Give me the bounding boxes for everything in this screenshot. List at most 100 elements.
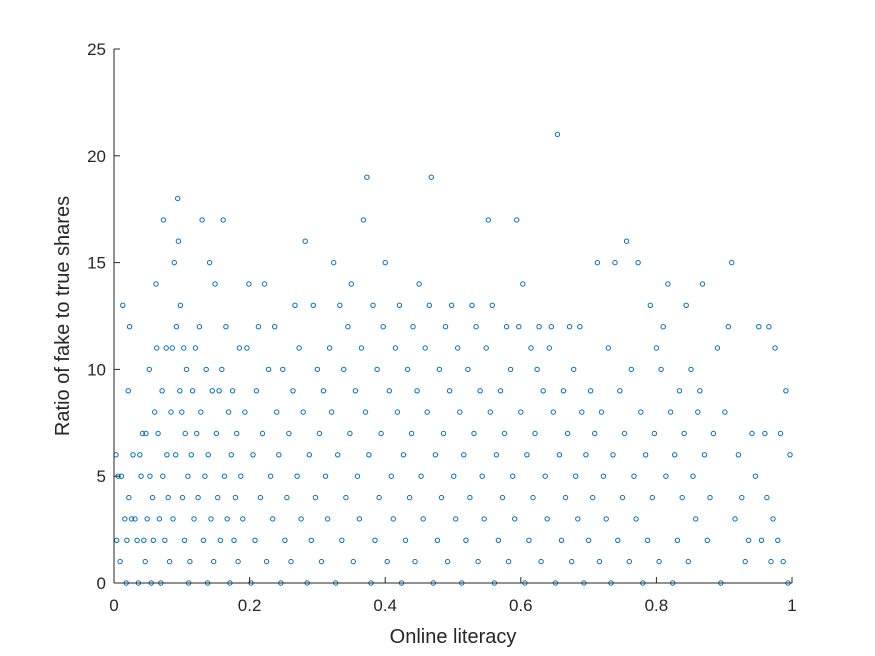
data-point [592, 430, 598, 437]
data-point [192, 345, 199, 351]
data-point [402, 537, 409, 543]
data-point [341, 366, 347, 373]
data-point [420, 516, 426, 522]
data-point [356, 516, 363, 522]
y-tick-label: 15 [87, 254, 106, 273]
data-point [672, 452, 678, 458]
y-axis-label: Ratio of fake to true shares [52, 196, 74, 436]
data-point [534, 366, 540, 373]
data-point [512, 516, 518, 522]
y-tick-label: 0 [97, 574, 106, 593]
data-point [590, 494, 596, 501]
data-point [182, 430, 188, 437]
data-point [714, 345, 721, 351]
data-point [505, 558, 512, 565]
data-point [143, 430, 149, 437]
data-point [479, 473, 485, 479]
data-point [337, 302, 343, 308]
data-point [663, 473, 669, 479]
data-point [457, 409, 463, 415]
data-point [177, 302, 184, 308]
data-point [194, 430, 200, 437]
data-point [183, 366, 190, 373]
data-point [343, 494, 349, 501]
data-point [548, 324, 554, 330]
data-point [707, 494, 713, 501]
data-point [259, 430, 266, 437]
data-point [617, 388, 623, 394]
data-point [206, 259, 213, 266]
data-point [348, 281, 354, 287]
data-point [621, 430, 628, 437]
data-point [120, 302, 126, 308]
data-point [250, 452, 256, 458]
data-point [392, 345, 399, 351]
data-point [653, 345, 660, 351]
data-point [626, 558, 632, 565]
data-point [499, 494, 506, 501]
data-point [424, 409, 430, 415]
data-point [693, 516, 699, 522]
data-point [745, 537, 752, 543]
data-point [481, 516, 487, 522]
data-point [292, 302, 298, 308]
data-point [147, 473, 153, 479]
data-point [440, 430, 447, 437]
data-point [497, 388, 504, 394]
data-point [181, 345, 187, 351]
data-point [141, 537, 147, 543]
x-tick-label: 0.2 [238, 596, 262, 615]
data-point [575, 516, 581, 522]
data-point [656, 558, 662, 565]
data-point [600, 473, 607, 479]
data-point [244, 345, 250, 351]
data-point [300, 409, 306, 415]
x-tick-label: 1 [787, 596, 796, 615]
data-point [649, 494, 655, 501]
data-point [246, 281, 252, 287]
data-point [477, 388, 483, 394]
data-point [181, 537, 188, 543]
data-point [495, 537, 502, 543]
data-point [766, 324, 772, 330]
data-point [328, 409, 335, 415]
data-point [775, 537, 781, 543]
data-point [404, 366, 411, 373]
data-point [314, 366, 321, 373]
data-point [170, 516, 176, 522]
data-point [768, 558, 774, 565]
data-point [162, 537, 168, 543]
data-point [362, 409, 369, 415]
data-point [128, 516, 135, 522]
data-point [267, 473, 274, 479]
data-point [290, 388, 296, 394]
data-point [205, 452, 211, 458]
x-tick-label: 0 [109, 596, 118, 615]
data-point [202, 473, 208, 479]
data-point [386, 388, 392, 394]
data-point [638, 409, 644, 415]
data-point [406, 494, 413, 501]
data-point [725, 324, 731, 330]
data-point [265, 366, 272, 373]
data-point [412, 558, 418, 565]
x-axis-ticks: 0 0.2 0.4 0.6 0.8 1 [109, 577, 797, 615]
data-point [282, 537, 288, 543]
data-point [400, 452, 407, 458]
data-point [434, 537, 441, 543]
data-point [211, 558, 217, 565]
data-point [471, 430, 477, 437]
data-point [126, 494, 132, 501]
data-point [722, 409, 728, 415]
data-point [225, 409, 232, 415]
data-point [191, 516, 197, 522]
data-point [514, 217, 520, 223]
data-point [242, 409, 248, 415]
data-point [394, 409, 401, 415]
data-point [408, 430, 415, 437]
data-point [396, 302, 403, 308]
data-point [294, 473, 300, 479]
data-point [418, 473, 424, 479]
data-point [483, 345, 489, 351]
